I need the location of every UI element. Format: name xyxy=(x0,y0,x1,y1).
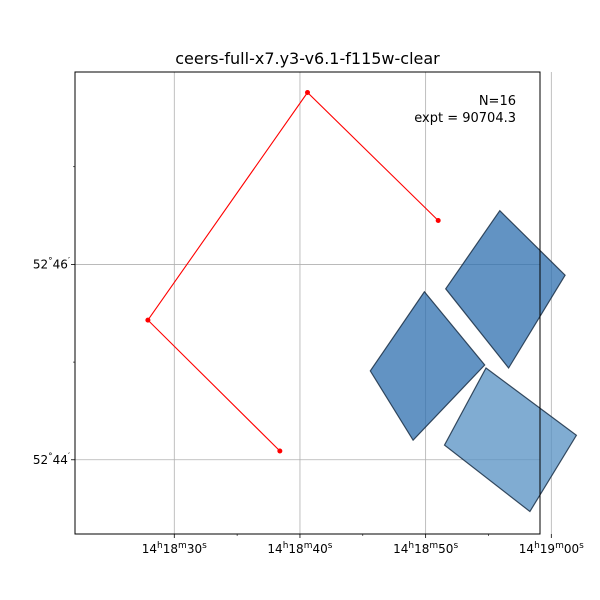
chart-title: ceers-full-x7.y3-v6.1-f115w-clear xyxy=(175,49,440,68)
path-point xyxy=(305,90,310,96)
y-tick-label: 52°44′ xyxy=(33,452,70,467)
expt-annotation: expt = 90704.3 xyxy=(414,111,516,126)
x-tick-label: 14h19m00s xyxy=(519,541,584,556)
x-tick-label: 14h18m50s xyxy=(393,541,458,556)
axis-ticks: 14h18m30s 14h18m40s 14h18m50s 14h19m00s 52°4… xyxy=(33,166,584,556)
plot-frame xyxy=(74,71,541,535)
path-point xyxy=(145,317,151,323)
path-point xyxy=(435,217,441,223)
footprint xyxy=(443,367,578,513)
path-line xyxy=(147,91,439,452)
x-tick-label: 14h18m30s xyxy=(142,541,207,556)
x-tick-label: 14h18m40s xyxy=(267,541,332,556)
footprint xyxy=(369,290,486,442)
y-tick-label: 52°46′ xyxy=(33,256,70,271)
n-annotation: N=16 xyxy=(479,94,516,109)
footprint xyxy=(444,209,566,370)
dither-path xyxy=(145,90,441,454)
footprints xyxy=(369,209,578,513)
path-point xyxy=(277,448,283,454)
